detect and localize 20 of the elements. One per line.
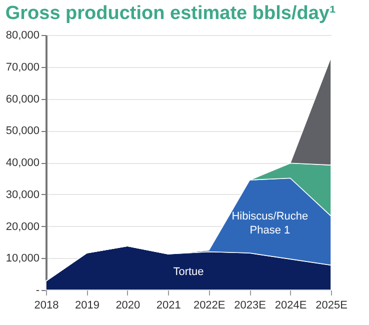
x-tick-label: 2020 bbox=[116, 300, 140, 312]
y-tick-label: 10,000 bbox=[6, 252, 40, 265]
y-tick-label: 50,000 bbox=[6, 125, 40, 138]
x-tick-label: 2024E bbox=[274, 300, 307, 312]
y-tick-label: - bbox=[36, 284, 40, 296]
x-tick-label: 2025E bbox=[316, 300, 348, 312]
x-tick-label: 2021 bbox=[156, 300, 181, 312]
chart-title: Gross production estimate bbls/day¹ bbox=[5, 3, 336, 24]
x-tick-label: 2019 bbox=[74, 300, 100, 312]
x-tick-label: 2018 bbox=[34, 300, 59, 312]
y-tick-label: 30,000 bbox=[6, 188, 40, 201]
x-tick-label: 2022E bbox=[193, 300, 226, 312]
series-label: Tortue bbox=[173, 266, 204, 278]
y-tick-label: 60,000 bbox=[6, 93, 40, 106]
y-tick-label: 80,000 bbox=[6, 30, 40, 42]
y-tick-label: 70,000 bbox=[6, 61, 40, 74]
y-tick-label: 20,000 bbox=[6, 220, 40, 233]
series-label: Hibiscus/Ruche Phase 1 bbox=[232, 210, 308, 237]
x-tick-label: 2023E bbox=[234, 300, 266, 312]
y-tick-label: 40,000 bbox=[6, 157, 40, 169]
